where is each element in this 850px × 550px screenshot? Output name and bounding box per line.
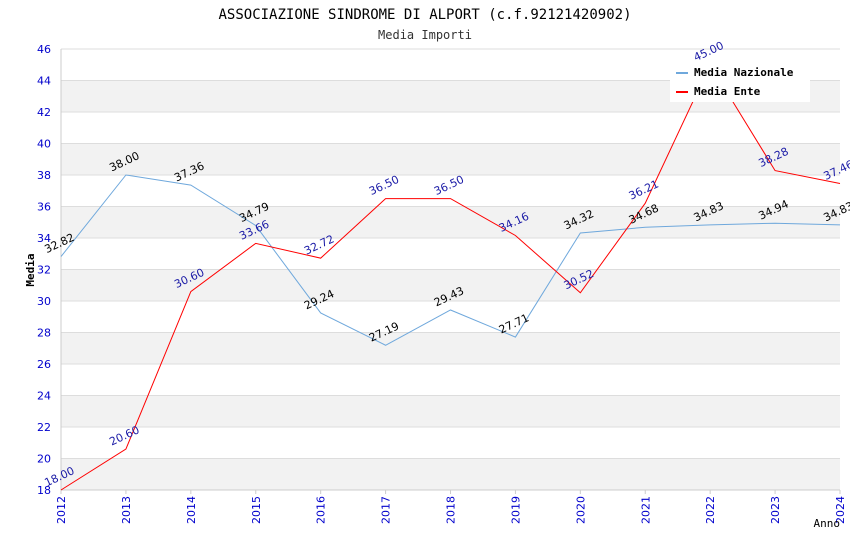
plot-band <box>61 238 840 270</box>
plot-band <box>61 395 840 427</box>
x-tick-label: 2024 <box>834 496 847 524</box>
y-tick-label: 46 <box>37 43 51 56</box>
y-tick-label: 24 <box>37 390 51 403</box>
y-tick-label: 26 <box>37 358 51 371</box>
plot-band <box>61 112 840 144</box>
y-tick-label: 20 <box>37 453 51 466</box>
x-tick-label: 2021 <box>639 496 652 524</box>
y-tick-label: 34 <box>37 232 51 245</box>
x-tick-label: 2013 <box>120 496 133 524</box>
y-axis-label: Media <box>24 253 37 286</box>
plot-band <box>61 143 840 175</box>
x-tick-label: 2022 <box>704 496 717 524</box>
plot-band <box>61 427 840 459</box>
chart-subtitle: Media Importi <box>378 28 472 42</box>
y-tick-label: 44 <box>37 75 51 88</box>
y-tick-label: 18 <box>37 484 51 497</box>
series-line-0 <box>60 174 841 346</box>
plot-band <box>61 301 840 333</box>
x-tick-label: 2018 <box>445 496 458 524</box>
y-tick-label: 42 <box>37 106 51 119</box>
x-tick-label: 2012 <box>55 496 68 524</box>
legend: Media Nazionale Media Ente <box>670 60 810 102</box>
y-tick-label: 28 <box>37 327 51 340</box>
plot-band <box>61 269 840 301</box>
x-axis-label: Anno <box>814 517 841 530</box>
legend-box <box>670 60 810 102</box>
plot-band <box>61 175 840 207</box>
x-tick-label: 2016 <box>315 496 328 524</box>
plot-band <box>61 364 840 396</box>
y-tick-label: 22 <box>37 421 51 434</box>
x-tick-label: 2015 <box>250 496 263 524</box>
y-tick-label: 40 <box>37 138 51 151</box>
y-tick-label: 30 <box>37 295 51 308</box>
grid <box>61 48 840 491</box>
y-axis-ticks: 18 20 22 24 26 28 30 32 34 36 38 40 42 44 46 <box>37 43 51 497</box>
plot-band <box>61 332 840 364</box>
y-tick-label: 38 <box>37 169 51 182</box>
x-tick-label: 2023 <box>769 496 782 524</box>
x-axis-ticks: 2012 2013 2014 2015 2016 2017 2018 2019 2020 2021… <box>55 490 847 524</box>
x-tick-label: 2019 <box>509 496 522 524</box>
legend-label: Media Ente <box>694 85 761 98</box>
chart-title: ASSOCIAZIONE SINDROME DI ALPORT (c.f.921… <box>218 7 631 23</box>
plot-band <box>61 458 840 490</box>
y-tick-label: 36 <box>37 201 51 214</box>
x-tick-label: 2017 <box>380 496 393 524</box>
legend-label: Media Nazionale <box>694 66 794 79</box>
x-tick-label: 2014 <box>185 496 198 524</box>
x-tick-label: 2020 <box>574 496 587 524</box>
plot-band <box>61 206 840 238</box>
y-tick-label: 32 <box>37 264 51 277</box>
plot-background <box>61 49 840 490</box>
